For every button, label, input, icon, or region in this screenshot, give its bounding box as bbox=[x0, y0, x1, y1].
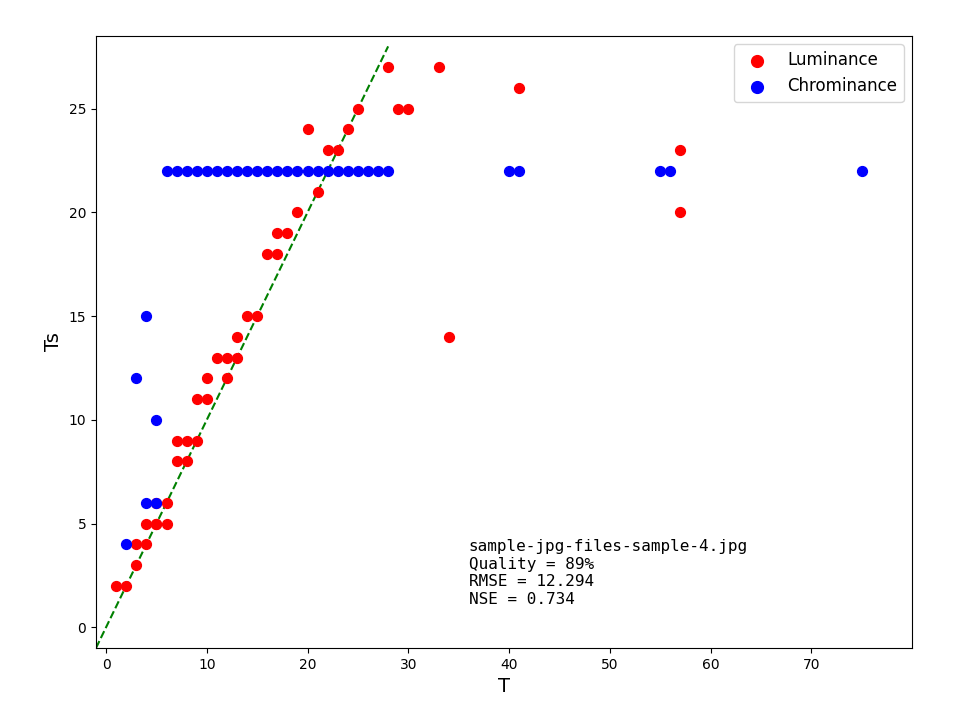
Luminance bbox=[340, 124, 355, 135]
Luminance bbox=[189, 393, 204, 405]
Chrominance bbox=[653, 165, 668, 176]
Luminance bbox=[270, 228, 285, 239]
Luminance bbox=[169, 435, 184, 446]
Luminance bbox=[219, 372, 234, 384]
Chrominance bbox=[219, 165, 234, 176]
Luminance bbox=[129, 559, 144, 571]
Luminance bbox=[199, 393, 214, 405]
Luminance bbox=[290, 207, 305, 218]
Luminance bbox=[179, 456, 194, 467]
Luminance bbox=[239, 310, 254, 322]
Luminance bbox=[129, 539, 144, 550]
Chrominance bbox=[340, 165, 355, 176]
Luminance bbox=[158, 518, 174, 529]
Chrominance bbox=[380, 165, 396, 176]
Chrominance bbox=[662, 165, 678, 176]
Luminance bbox=[400, 103, 416, 114]
Luminance bbox=[189, 435, 204, 446]
Luminance bbox=[138, 539, 154, 550]
Chrominance bbox=[320, 165, 335, 176]
Luminance bbox=[279, 228, 295, 239]
Text: sample-jpg-files-sample-4.jpg
Quality = 89%
RMSE = 12.294
NSE = 0.734: sample-jpg-files-sample-4.jpg Quality = … bbox=[468, 539, 748, 606]
Chrominance bbox=[229, 165, 245, 176]
Luminance bbox=[350, 103, 366, 114]
Luminance bbox=[149, 518, 164, 529]
Y-axis label: Ts: Ts bbox=[44, 333, 63, 351]
Luminance bbox=[199, 372, 214, 384]
Chrominance bbox=[250, 165, 265, 176]
Luminance bbox=[149, 518, 164, 529]
Luminance bbox=[118, 580, 133, 592]
Luminance bbox=[673, 144, 688, 156]
Luminance bbox=[229, 352, 245, 364]
Chrominance bbox=[330, 165, 346, 176]
Chrominance bbox=[118, 539, 133, 550]
Luminance bbox=[108, 580, 124, 592]
Chrominance bbox=[512, 165, 527, 176]
Luminance bbox=[158, 497, 174, 508]
Luminance bbox=[138, 518, 154, 529]
Chrominance bbox=[179, 165, 194, 176]
Chrominance bbox=[209, 165, 225, 176]
Luminance bbox=[229, 331, 245, 343]
Luminance bbox=[380, 61, 396, 73]
Luminance bbox=[259, 248, 275, 260]
Legend: Luminance, Chrominance: Luminance, Chrominance bbox=[733, 45, 903, 102]
Luminance bbox=[179, 435, 194, 446]
Luminance bbox=[250, 310, 265, 322]
Luminance bbox=[330, 144, 346, 156]
Chrominance bbox=[854, 165, 870, 176]
Luminance bbox=[169, 456, 184, 467]
Luminance bbox=[270, 248, 285, 260]
Luminance bbox=[673, 207, 688, 218]
Chrominance bbox=[501, 165, 516, 176]
Chrominance bbox=[199, 165, 214, 176]
Chrominance bbox=[350, 165, 366, 176]
Chrominance bbox=[290, 165, 305, 176]
Chrominance bbox=[259, 165, 275, 176]
Luminance bbox=[441, 331, 456, 343]
Luminance bbox=[431, 61, 446, 73]
Chrominance bbox=[189, 165, 204, 176]
Chrominance bbox=[279, 165, 295, 176]
X-axis label: T: T bbox=[498, 678, 510, 696]
Chrominance bbox=[239, 165, 254, 176]
Luminance bbox=[310, 186, 325, 197]
Chrominance bbox=[129, 372, 144, 384]
Chrominance bbox=[158, 165, 174, 176]
Chrominance bbox=[270, 165, 285, 176]
Chrominance bbox=[371, 165, 386, 176]
Chrominance bbox=[300, 165, 315, 176]
Chrominance bbox=[169, 165, 184, 176]
Luminance bbox=[149, 497, 164, 508]
Chrominance bbox=[149, 414, 164, 426]
Luminance bbox=[391, 103, 406, 114]
Chrominance bbox=[310, 165, 325, 176]
Luminance bbox=[300, 124, 315, 135]
Luminance bbox=[209, 352, 225, 364]
Chrominance bbox=[149, 497, 164, 508]
Luminance bbox=[320, 144, 335, 156]
Chrominance bbox=[138, 497, 154, 508]
Chrominance bbox=[138, 310, 154, 322]
Luminance bbox=[219, 352, 234, 364]
Luminance bbox=[512, 82, 527, 94]
Chrominance bbox=[360, 165, 375, 176]
